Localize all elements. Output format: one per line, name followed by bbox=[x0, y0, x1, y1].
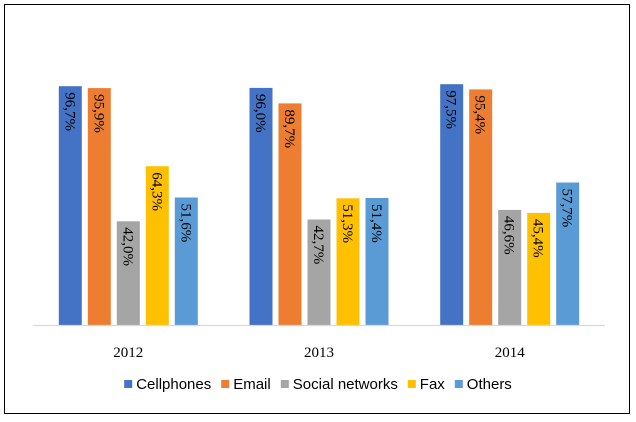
bar-email-2013 bbox=[278, 103, 302, 326]
bar-fax-2012 bbox=[145, 166, 169, 325]
value-label-cellphones-2014: 97,5% bbox=[443, 90, 459, 129]
bar-others-2013 bbox=[365, 198, 389, 325]
legend-label-others: Others bbox=[467, 376, 512, 393]
category-labels: 2012 2013 2014 bbox=[113, 345, 525, 361]
bar-cellphones-2013 bbox=[249, 87, 273, 326]
legend-label-social-networks: Social networks bbox=[293, 376, 398, 393]
bars-group: 96,7% 95,9% 42,0% 64,3% 51,6% 96,0% 89,7% 42,7%… bbox=[58, 84, 580, 326]
category-label-2014: 2014 bbox=[495, 345, 526, 361]
value-label-others-2013: 51,4% bbox=[368, 204, 384, 243]
legend-item-email: Email bbox=[221, 376, 271, 393]
bar-cellphones-2014 bbox=[440, 84, 464, 325]
legend-item-cellphones: Cellphones bbox=[124, 376, 211, 393]
bar-email-2012 bbox=[87, 88, 111, 325]
legend-swatch-email bbox=[221, 380, 230, 388]
legend-swatch-cellphones bbox=[124, 380, 133, 388]
value-label-email-2014: 95,4% bbox=[472, 95, 488, 134]
value-label-cellphones-2012: 96,7% bbox=[61, 92, 77, 131]
legend-item-social-networks: Social networks bbox=[280, 376, 398, 393]
legend-item-others: Others bbox=[454, 376, 512, 393]
bar-others-2014 bbox=[556, 182, 580, 325]
value-label-email-2012: 95,9% bbox=[90, 94, 106, 133]
bar-social-networks-2013 bbox=[307, 219, 331, 325]
legend-swatch-others bbox=[454, 380, 463, 388]
legend-swatch-social-networks bbox=[280, 380, 289, 388]
legend-label-cellphones: Cellphones bbox=[136, 376, 211, 393]
legend: Cellphones Email Social networks Fax Others bbox=[124, 376, 512, 393]
bar-social-networks-2012 bbox=[116, 221, 140, 325]
bar-fax-2013 bbox=[336, 198, 360, 325]
bar-cellphones-2012 bbox=[58, 86, 82, 325]
value-label-others-2014: 57,7% bbox=[559, 189, 575, 228]
value-label-fax-2014: 45,4% bbox=[530, 219, 546, 258]
legend-label-email: Email bbox=[233, 376, 271, 393]
category-label-2013: 2013 bbox=[304, 345, 334, 361]
legend-item-fax: Fax bbox=[407, 376, 446, 393]
bar-email-2014 bbox=[469, 89, 493, 326]
value-label-social-networks-2013: 42,7% bbox=[310, 226, 326, 265]
value-label-fax-2012: 64,3% bbox=[148, 172, 164, 211]
bar-others-2012 bbox=[174, 197, 198, 325]
legend-swatch-fax bbox=[407, 380, 416, 388]
value-label-fax-2013: 51,3% bbox=[339, 204, 355, 243]
value-label-others-2012: 51,6% bbox=[177, 204, 193, 243]
value-label-email-2013: 89,7% bbox=[281, 109, 297, 148]
bar-social-networks-2014 bbox=[498, 209, 522, 325]
legend-label-fax: Fax bbox=[420, 376, 446, 393]
value-label-cellphones-2013: 96,0% bbox=[252, 94, 268, 133]
category-label-2012: 2012 bbox=[113, 345, 143, 361]
bar-fax-2014 bbox=[527, 212, 551, 325]
value-label-social-networks-2014: 46,6% bbox=[501, 216, 517, 255]
value-label-social-networks-2012: 42,0% bbox=[119, 227, 135, 266]
